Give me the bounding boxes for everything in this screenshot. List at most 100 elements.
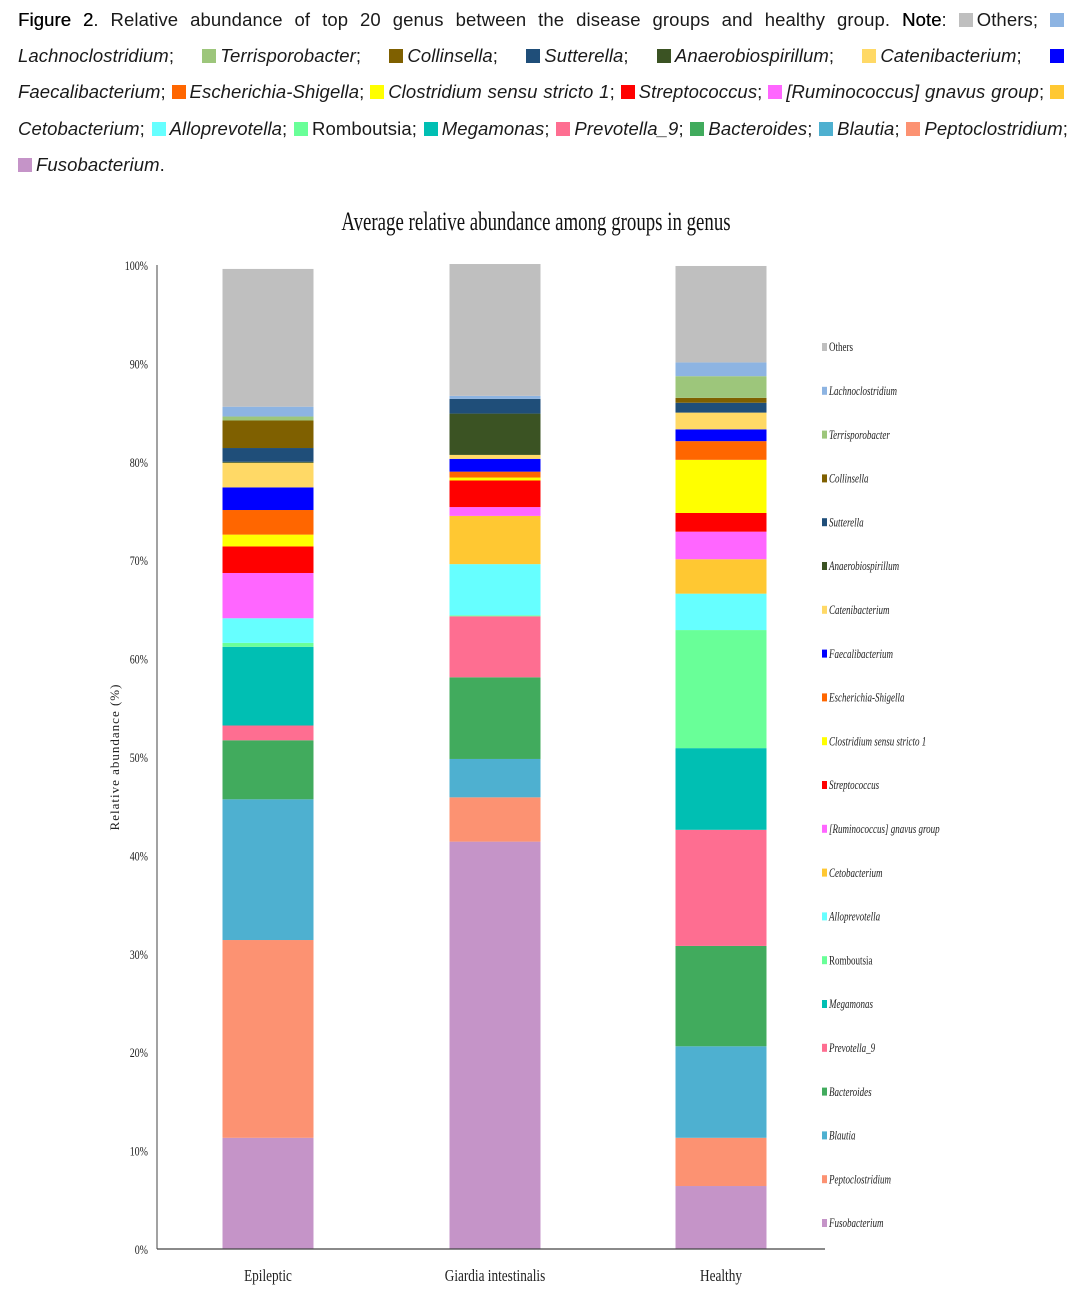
bar-segment (675, 748, 767, 830)
caption-separator: ; (678, 117, 691, 139)
caption-legend-item: Peptoclostridium (924, 117, 1063, 139)
caption-legend-item: Catenibacterium (880, 45, 1017, 67)
caption-legend-item: [Ruminococcus] gnavus group (786, 81, 1039, 103)
legend-item: Others (822, 341, 853, 355)
caption-legend-item: Prevotella_9 (574, 117, 679, 139)
caption-swatch (294, 121, 309, 136)
legend-swatch (822, 1000, 827, 1008)
caption-swatch (423, 121, 438, 136)
x-tick-label: Giardia intestinalis (445, 1267, 546, 1286)
legend-label: Prevotella_9 (828, 1042, 875, 1056)
bar-segment (675, 402, 767, 413)
caption-legend-item: Terrisporobacter (220, 45, 356, 67)
legend-label: Terrisporobacter (829, 428, 890, 442)
y-tick-label: 60% (130, 654, 149, 667)
legend-item: Alloprevotella (822, 910, 880, 924)
bar-segment (675, 829, 767, 946)
y-tick-label: 100% (125, 260, 149, 273)
caption-legend-item: Clostridium sensu stricto 1 (388, 81, 610, 103)
legend-swatch (822, 868, 827, 877)
bar-segment (675, 1186, 767, 1249)
caption-separator: ; (1016, 45, 1051, 67)
legend-swatch (822, 956, 827, 965)
legend-label: Catenibacterium (829, 604, 889, 618)
caption-text: . Relative abundance of top 20 genus bet… (93, 9, 903, 30)
bar-segment (675, 362, 767, 377)
y-tick-label: 10% (130, 1146, 149, 1159)
caption-separator: ; (757, 81, 769, 103)
legend-item: Prevotella_9 (822, 1042, 875, 1056)
legend-item: Streptococcus (822, 779, 880, 793)
legend-item: Fusobacterium (822, 1217, 883, 1231)
caption-swatch (171, 85, 186, 100)
caption-separator: ; (623, 45, 657, 67)
caption-separator: ; (894, 117, 907, 139)
caption-swatch (656, 49, 671, 64)
legend-item: Clostridium sensu stricto 1 (822, 735, 926, 749)
bar-segment (449, 615, 541, 617)
bar-segment (675, 630, 767, 749)
caption-swatch (1050, 85, 1065, 100)
note-label: Note (902, 9, 942, 30)
caption-legend-item: Bacteroides (708, 117, 808, 139)
bar-segment (222, 416, 314, 421)
legend-label: Collinsella (829, 472, 869, 486)
bar-segment (222, 572, 314, 619)
legend-item: Anaerobiospirillum (822, 560, 899, 574)
bar-segment (449, 677, 541, 759)
legend-swatch (822, 824, 827, 833)
legend-item: Collinsella (822, 472, 869, 486)
legend-label: Sutterella (829, 516, 864, 530)
legend-item: Blautia (822, 1129, 856, 1143)
legend-item: Cetobacterium (822, 866, 882, 880)
caption-swatch (370, 85, 385, 100)
legend-label: Escherichia-Shigella (828, 691, 905, 705)
y-tick-label: 40% (130, 850, 149, 863)
caption-swatch (958, 13, 973, 27)
legend-label: Faecalibacterium (828, 647, 893, 661)
bar-segment (449, 395, 541, 399)
caption-separator: ; (168, 45, 203, 67)
caption-legend-item: Streptococcus (638, 81, 758, 103)
caption-legend-item: Alloprevotella (169, 117, 283, 139)
bar-segment (449, 616, 541, 678)
caption-legend-item: Sutterella (544, 45, 624, 67)
legend-swatch (822, 1087, 827, 1096)
legend-label: Fusobacterium (828, 1217, 883, 1231)
y-tick-label: 80% (130, 457, 149, 470)
y-tick-label: 20% (130, 1047, 149, 1060)
bar-segment (449, 398, 541, 414)
legend-swatch (822, 518, 827, 527)
bar-segment (222, 406, 314, 417)
caption-separator: ; (609, 81, 621, 103)
caption-legend: Others; Lachnoclostridium; Terrisporobac… (18, 9, 1068, 175)
y-axis-label: Relative abundance (%) (107, 684, 122, 831)
caption-swatch (690, 121, 705, 136)
bar-segment (675, 459, 767, 513)
legend-swatch (822, 693, 827, 702)
legend-label: Alloprevotella (828, 910, 880, 924)
legend-item: Sutterella (822, 516, 864, 530)
legend: Others Lachnoclostridium Terrisporobacter C… (822, 341, 940, 1231)
bar-segment (449, 413, 541, 455)
x-ticks: Epileptic Giardia intestinalis Healthy (244, 1267, 742, 1286)
caption-separator: ; (492, 45, 527, 67)
legend-label: [Ruminococcus] gnavus group (829, 823, 940, 837)
bar-segment (449, 515, 541, 565)
legend-item: Megamonas (822, 998, 873, 1012)
legend-swatch (822, 1219, 827, 1227)
caption-separator: ; (139, 117, 152, 139)
legend-item: Escherichia-Shigella (822, 691, 905, 705)
caption-swatch (556, 121, 571, 136)
caption-swatch (526, 49, 541, 64)
bar-stack (449, 264, 541, 1249)
caption-legend-item: Cetobacterium (18, 117, 140, 139)
caption-swatch (1050, 13, 1065, 27)
caption-separator: ; (828, 45, 863, 67)
legend-swatch (822, 1175, 827, 1184)
legend-item: Bacteroides (822, 1085, 872, 1099)
legend-swatch (822, 1043, 827, 1052)
caption-swatch (151, 121, 166, 136)
caption-separator: ; (411, 117, 424, 139)
